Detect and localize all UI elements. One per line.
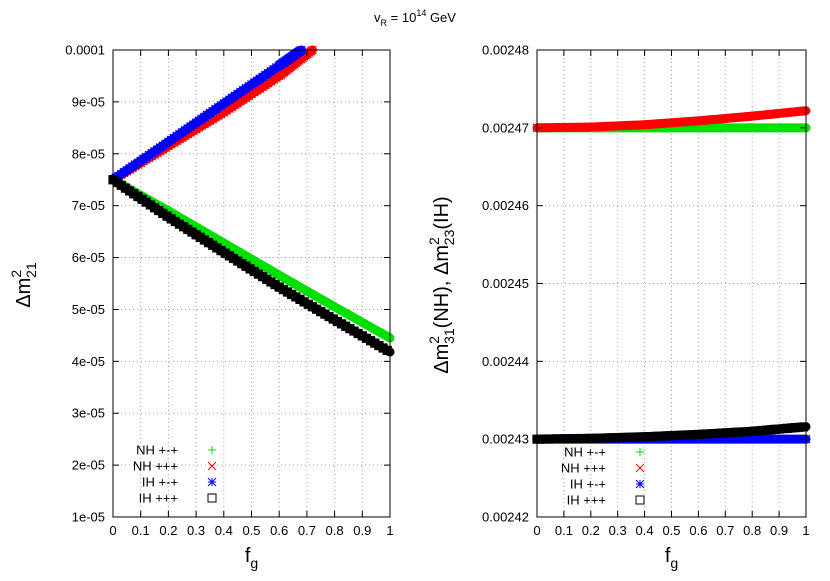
series-ih-: [108, 45, 306, 185]
right-panel: 0 0.1 0.2 0.3 0.4 0.5 0.6 0.7 0.8 0.9 1 0.00242 0.00…: [426, 43, 811, 571]
y-tick-label: 4e-05: [72, 354, 105, 369]
series-ih-: [108, 175, 395, 357]
x-tick-label: 0.3: [609, 523, 627, 538]
y-tick-label: 0.00244: [482, 354, 529, 369]
legend-marker: [635, 479, 645, 489]
y-tick-label: 0.00243: [482, 432, 529, 447]
y-axis-label: Δm221: [8, 262, 39, 308]
y-tick-label: 1e-05: [72, 510, 105, 525]
data-point-markers: [108, 175, 392, 355]
x-tick-label: 0.3: [187, 523, 205, 538]
x-tick-label: 0.8: [743, 523, 761, 538]
y-tick-label: 0.00246: [482, 198, 529, 213]
legend-label: IH +++: [567, 493, 606, 508]
legend-label: IH +++: [139, 491, 178, 506]
legend-label: NH +++: [133, 459, 178, 474]
data-point-markers: [532, 422, 808, 444]
x-tick-label: 0.5: [662, 523, 680, 538]
x-axis-label: fg: [245, 545, 258, 571]
x-tick-label: 0.9: [770, 523, 788, 538]
x-tick-label: 0.6: [689, 523, 707, 538]
legend-marker: [635, 495, 645, 505]
x-tick-label: 0: [109, 523, 116, 538]
y-tick-label: 9e-05: [72, 94, 105, 109]
legend-marker: [208, 446, 216, 454]
legend-marker: [636, 448, 644, 456]
x-tick-label: 0.7: [716, 523, 734, 538]
x-tick-label: 0.4: [636, 523, 654, 538]
figure-title: vR = 1014 GeV: [374, 8, 456, 28]
x-tick-label: 0.6: [270, 523, 288, 538]
y-tick-label: 3e-05: [72, 406, 105, 421]
x-tick-label: 0.9: [353, 523, 371, 538]
series-ih-: [532, 422, 811, 444]
legend: NH +-+NH +++IH +-+IH +++: [561, 445, 645, 508]
y-axis-label: Δm231(NH), Δm223(IH): [426, 196, 457, 373]
legend-label: NH +++: [561, 461, 606, 476]
legend-label: NH +-+: [136, 443, 178, 458]
data-point-markers: [108, 45, 306, 185]
y-tick-label: 2e-05: [72, 458, 105, 473]
y-tick-label: 7e-05: [72, 198, 105, 213]
legend-marker: [207, 477, 217, 487]
x-tick-label: 0.2: [159, 523, 177, 538]
legend-marker: [207, 461, 217, 471]
legend-marker: [635, 463, 645, 473]
y-tick-label: 0.0001: [65, 43, 105, 58]
left-panel: 0 0.1 0.2 0.3 0.4 0.5 0.6 0.7 0.8 0.9 1 1e-05 2e-05 3…: [8, 43, 395, 571]
x-tick-label: 0.1: [555, 523, 573, 538]
legend: NH +-+NH +++IH +-+IH +++: [133, 443, 217, 506]
y-tick-label: 0.00248: [482, 43, 529, 58]
legend-label: IH +-+: [570, 477, 606, 492]
legend-marker: [207, 493, 217, 503]
x-tick-label: 1: [386, 523, 393, 538]
y-tick-label: 6e-05: [72, 250, 105, 265]
y-tick-label: 0.00245: [482, 276, 529, 291]
y-tick-label: 0.00247: [482, 120, 529, 135]
y-tick-label: 0.00242: [482, 510, 529, 525]
y-tick-label: 8e-05: [72, 146, 105, 161]
x-axis-label: fg: [665, 545, 678, 571]
x-tick-label: 0: [533, 523, 540, 538]
legend-label: IH +-+: [142, 475, 178, 490]
y-tick-label: 5e-05: [72, 302, 105, 317]
x-tick-label: 0.2: [582, 523, 600, 538]
x-tick-label: 0.4: [215, 523, 233, 538]
x-tick-label: 1: [802, 523, 809, 538]
legend-label: NH +-+: [564, 445, 606, 460]
x-tick-label: 0.7: [298, 523, 316, 538]
x-tick-label: 0.8: [326, 523, 344, 538]
x-tick-label: 0.1: [132, 523, 150, 538]
x-tick-label: 0.5: [242, 523, 260, 538]
